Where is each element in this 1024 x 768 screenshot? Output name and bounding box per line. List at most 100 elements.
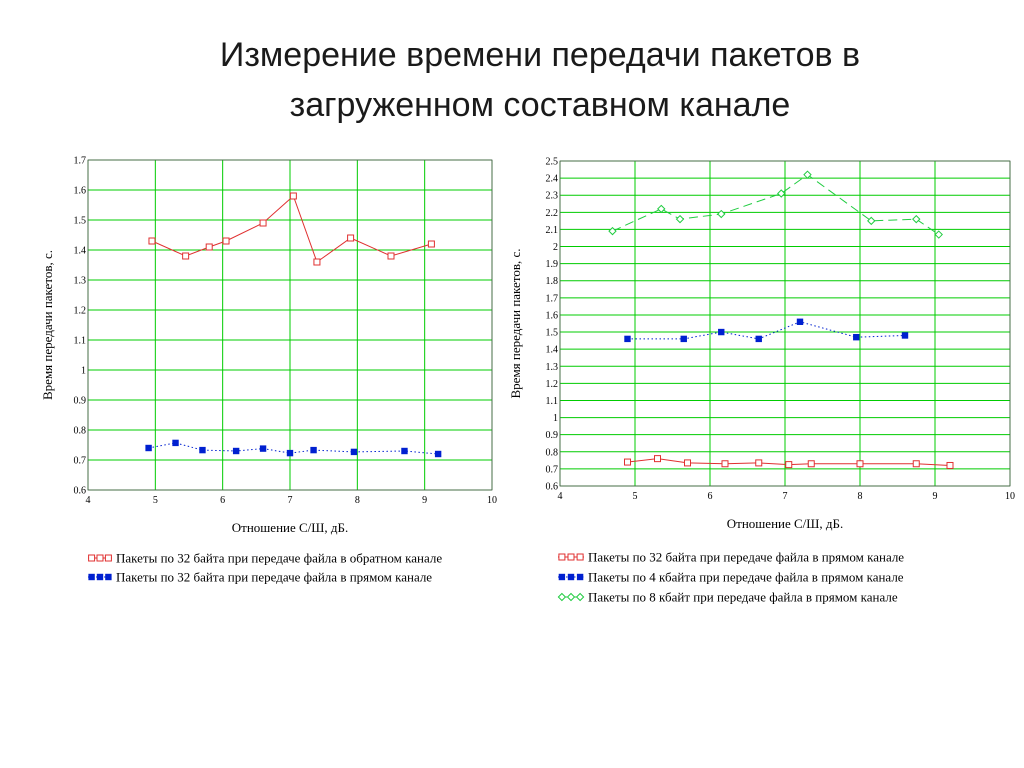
right-legend-swatch-marker (576, 573, 584, 581)
left-series-2-point (350, 448, 358, 456)
right-series-3-point (608, 226, 617, 236)
right-y-axis-label: Время передачи пакетов, с. (508, 249, 523, 399)
right-y-tick-label: 0.9 (546, 430, 559, 441)
right-legend-item-2: Пакеты по 4 кбайта при передаче файла в … (558, 570, 904, 585)
left-y-tick-label: 1 (81, 366, 86, 377)
left-series-2-point (232, 447, 240, 455)
left-y-tick-label: 1.3 (74, 276, 87, 287)
left-series-1-point (347, 234, 355, 242)
left-y-tick-label: 1.7 (74, 156, 87, 167)
slide-title: Измерение времени передачи пакетов в заг… (0, 30, 1024, 130)
right-y-tick-label: 2.2 (546, 208, 559, 219)
left-tick-labels: 4 5 6 7 8 9 10 0.6 0.7 0.8 0.9 1 1.1 1.2 1.3 1.4 1.5 1.6 1… (74, 156, 498, 507)
right-series-1-point (721, 460, 729, 468)
left-legend-swatch-marker (88, 554, 96, 562)
right-legend-item-1: Пакеты по 32 байта при передаче файла в … (558, 550, 904, 565)
left-legend-item-2: Пакеты по 32 байта при передаче файла в … (88, 570, 432, 585)
left-legend-swatch-marker (105, 573, 112, 581)
right-legend-swatch-marker (567, 553, 575, 561)
right-grid (559, 160, 1011, 487)
left-series-2-point (259, 445, 267, 452)
right-y-tick-label: 0.6 (546, 482, 559, 493)
right-y-tick-label: 2 (553, 242, 558, 253)
right-series-3-point (777, 189, 786, 198)
right-x-tick-label: 8 (858, 491, 863, 502)
left-series-1-point (148, 237, 156, 245)
right-series-3-point (657, 204, 666, 214)
right-y-tick-label: 2.1 (546, 225, 559, 236)
left-legend-swatch-marker (96, 554, 104, 562)
right-series-3 (608, 170, 943, 239)
right-y-tick-label: 1.7 (546, 293, 559, 304)
right-series-3-point (912, 214, 921, 224)
left-legend-item-1: Пакеты по 32 байта при передаче файла в … (88, 551, 442, 566)
left-y-tick-label: 1.6 (74, 186, 87, 197)
right-series-2-point (624, 335, 631, 343)
right-y-tick-label: 1.5 (546, 328, 559, 339)
left-legend-label: Пакеты по 32 байта при передаче файла в … (116, 551, 442, 566)
right-series-1-point (684, 459, 691, 467)
left-series-2-point (286, 449, 294, 457)
right-series-2 (624, 318, 909, 343)
slide-title-line-2: загруженном составном канале (289, 86, 791, 124)
left-y-tick-label: 0.8 (74, 426, 87, 437)
right-plot-frame (559, 160, 1011, 487)
right-y-tick-label: 2.5 (546, 157, 559, 168)
right-y-tick-label: 1.2 (546, 379, 559, 390)
left-series-2-point (199, 446, 206, 454)
right-x-tick-label: 7 (783, 491, 788, 502)
right-x-axis-label: Отношение С/Ш, дБ. (727, 516, 843, 531)
right-y-tick-label: 1.1 (546, 396, 559, 407)
left-y-tick-label: 0.6 (74, 486, 87, 497)
left-legend-swatch-marker (88, 573, 95, 581)
right-x-tick-label: 5 (633, 491, 638, 502)
left-y-tick-label: 1.2 (74, 306, 87, 317)
left-series-1-point (289, 192, 297, 200)
left-series-1-point (182, 252, 190, 260)
left-y-tick-label: 1.1 (74, 336, 87, 347)
left-series-1-point (387, 252, 395, 260)
right-legend-swatch-marker (567, 573, 575, 581)
right-legend-swatch-marker (576, 553, 584, 561)
left-series-2-line (148, 442, 439, 455)
right-legend: Пакеты по 32 байта при передаче файла в … (557, 550, 904, 605)
right-series-1 (624, 455, 954, 469)
right-series-1-point (912, 460, 920, 468)
right-x-tick-label: 6 (708, 491, 713, 502)
right-series-1-line (627, 458, 951, 466)
left-x-tick-label: 8 (355, 495, 360, 506)
right-x-tick-label: 9 (933, 491, 938, 502)
left-series-2-point (172, 439, 179, 447)
right-x-tick-label: 4 (558, 491, 563, 502)
right-legend-swatch-marker (558, 553, 566, 561)
right-series-1-point (807, 460, 815, 468)
right-series-2-point (718, 328, 725, 336)
right-series-1-point (654, 455, 661, 463)
right-legend-swatch-marker (566, 592, 576, 602)
right-legend-label: Пакеты по 8 кбайт при передаче файла в п… (588, 590, 898, 605)
left-y-axis-label: Время передачи пакетов, с. (40, 250, 55, 400)
right-y-tick-label: 1.3 (546, 362, 559, 373)
left-x-tick-label: 6 (220, 495, 225, 506)
right-y-tick-label: 1.9 (546, 259, 559, 270)
right-series-1-point (755, 459, 763, 467)
right-series-3-point (803, 170, 812, 179)
right-y-tick-label: 2.3 (546, 191, 559, 202)
left-series-1-point (427, 240, 435, 248)
left-series-2-point (434, 450, 442, 458)
right-series-2-point (796, 318, 804, 325)
right-series-1-point (946, 461, 954, 469)
left-series-1 (148, 192, 435, 266)
right-y-tick-label: 1 (553, 413, 558, 424)
left-legend: Пакеты по 32 байта при передаче файла в … (88, 551, 442, 585)
left-series-2 (145, 439, 442, 458)
right-series-1-point (856, 460, 864, 468)
right-y-tick-label: 0.8 (546, 447, 559, 458)
right-series-3-point (717, 209, 726, 219)
left-series-1-point (313, 258, 321, 266)
left-legend-swatch-marker (96, 573, 104, 581)
right-series-3-point (867, 216, 876, 226)
left-series-2-point (401, 447, 408, 455)
left-y-tick-label: 0.9 (74, 396, 87, 407)
